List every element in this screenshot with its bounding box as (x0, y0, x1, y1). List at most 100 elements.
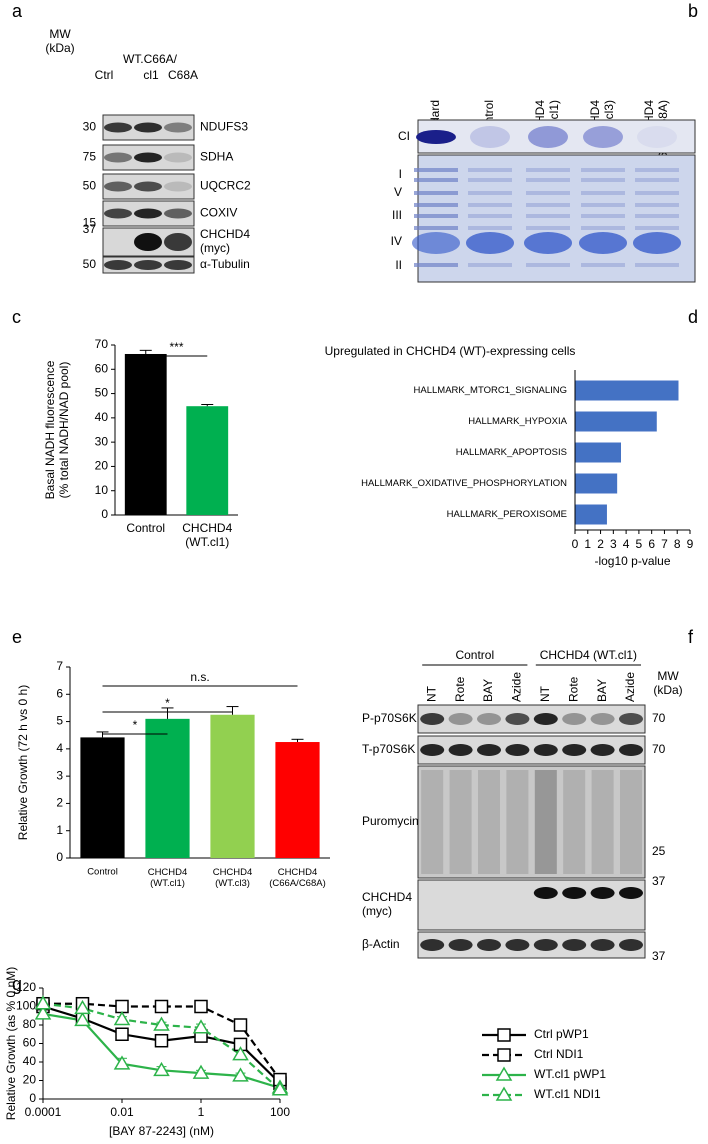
y-tick-label: 0 (56, 850, 63, 864)
blot-band (562, 713, 587, 725)
y-tick-label: HALLMARK_OXIDATIVE_PHOSPHORYLATION (361, 478, 567, 489)
y-tick-label: 0 (101, 507, 108, 521)
band-label: III (392, 208, 402, 222)
gel-band (468, 178, 512, 182)
y-tick-label: 50 (95, 386, 109, 400)
mw-label: 70 (652, 742, 666, 756)
legend-marker (497, 1028, 511, 1042)
row-label: α-Tubulin (200, 257, 250, 271)
lane-label: C68A (168, 68, 198, 82)
blot-smear (421, 770, 444, 874)
significance-label: n.s. (190, 670, 209, 684)
gel-band (583, 126, 623, 148)
lane-label: NT (424, 685, 438, 702)
x-tick-label: 100 (270, 1105, 290, 1119)
blot-strip (417, 704, 646, 734)
legend-marker (495, 1066, 513, 1081)
legend-label: Ctrl NDI1 (534, 1047, 584, 1061)
gel-band (470, 126, 510, 148)
y-tick-label: 3 (56, 768, 63, 782)
gel-band (468, 168, 512, 172)
panel-letter: g (12, 974, 22, 994)
significance-label: *** (169, 340, 183, 354)
gel-band (468, 191, 512, 195)
gel-band (414, 178, 458, 182)
blot-band (590, 939, 615, 951)
x-tick-label: 0 (572, 537, 579, 551)
gel-band (468, 263, 512, 267)
x-tick-label: 4 (623, 537, 630, 551)
x-tick-label: Control (126, 521, 165, 535)
row-label: CHCHD4 (myc) (200, 227, 250, 255)
blot-band (134, 152, 162, 163)
gel-band (581, 214, 625, 218)
x-tick-label: 6 (648, 537, 655, 551)
blot-band (477, 744, 501, 756)
blot-band (134, 260, 162, 270)
blot-band (104, 152, 132, 163)
gel-band (581, 203, 625, 207)
x-tick-label: 8 (674, 537, 681, 551)
y-tick-label: 60 (23, 1036, 37, 1050)
gel-band (526, 168, 570, 172)
gel-bottom (417, 154, 696, 283)
point (154, 999, 169, 1014)
panel-letter: c (12, 307, 21, 327)
gel-band (581, 178, 625, 182)
bar (275, 742, 320, 858)
gel-band (468, 203, 512, 207)
y-axis-label: Basal NADH fluorescence(% total NADH/NAD… (43, 360, 71, 499)
gel-band (635, 214, 679, 218)
row-label: β-Actin (362, 937, 400, 951)
blot-band (448, 939, 473, 951)
y-tick-label: 80 (23, 1017, 37, 1031)
y-tick-label: 100 (16, 999, 36, 1013)
bar (80, 737, 125, 858)
gel-band (635, 168, 679, 172)
gel-band (526, 203, 570, 207)
blot-band (533, 887, 558, 899)
gel-band (635, 263, 679, 267)
blot-band (562, 887, 587, 899)
y-tick-label: 7 (56, 659, 63, 673)
bar (210, 714, 255, 858)
lane-label: Azide (510, 672, 524, 702)
point (34, 995, 52, 1010)
y-tick-label: 4 (56, 741, 63, 755)
gel-band (526, 226, 570, 230)
group-label: Control (455, 648, 494, 662)
mw-label: 37 (652, 949, 666, 963)
row-label: SDHA (200, 150, 233, 164)
gel-band (526, 191, 570, 195)
point (192, 1064, 210, 1079)
gel-band (414, 214, 458, 218)
blot-band (619, 713, 643, 725)
point (194, 999, 208, 1014)
lane-label: BAY (481, 679, 495, 702)
gel-band (526, 178, 570, 182)
gel-band (526, 263, 570, 267)
blot-band (619, 887, 643, 899)
blot-band (590, 713, 615, 725)
gel-band (526, 214, 570, 218)
blot-strip (417, 765, 646, 879)
point (192, 1019, 210, 1034)
blot-band (533, 744, 558, 756)
gel-band (412, 232, 460, 254)
y-tick-label: 120 (16, 980, 36, 994)
y-tick-label: 0 (29, 1091, 36, 1105)
mw-label: 25 (652, 844, 666, 858)
point (153, 1061, 170, 1077)
panel-letter: b (688, 1, 698, 21)
band-label: V (394, 185, 402, 199)
row-label: Puromycin (362, 814, 419, 828)
blot-band (562, 744, 587, 756)
blot-band (134, 208, 162, 219)
blot-band (420, 744, 445, 756)
x-tick-label: 1 (198, 1105, 205, 1119)
gel-band (468, 214, 512, 218)
y-tick-label: 2 (56, 796, 63, 810)
point (34, 1005, 52, 1020)
band-label: I (399, 167, 402, 181)
mw-header: MW (kDa) (653, 669, 682, 697)
